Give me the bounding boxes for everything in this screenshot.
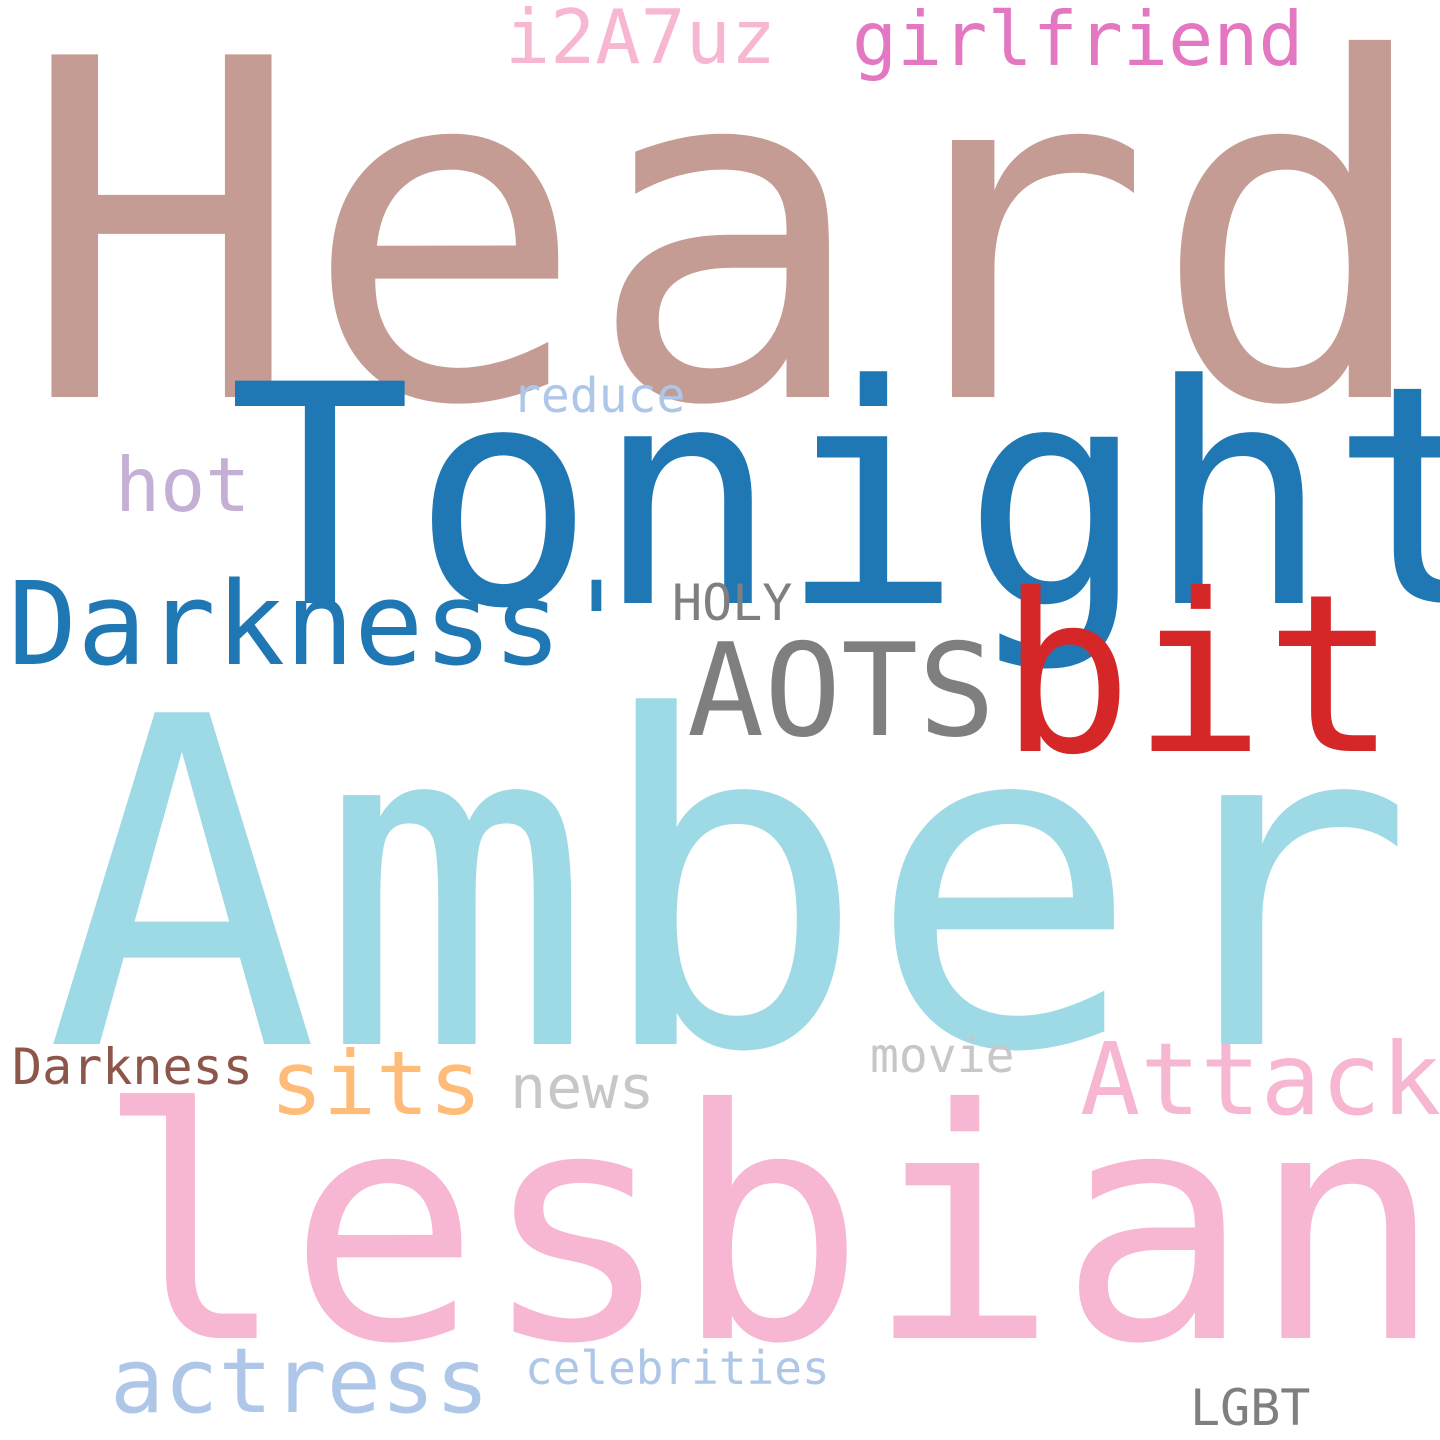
word-darkness: Darkness <box>12 1038 253 1096</box>
word-lesbian: lesbian <box>95 1042 1440 1414</box>
word-news: news <box>510 1053 655 1123</box>
word-movie: movie <box>870 1028 1015 1084</box>
word-darkness-quote: Darkness' <box>8 558 632 692</box>
word-hot: hot <box>115 441 251 529</box>
word-i2a7uz: i2A7uz <box>505 0 776 81</box>
word-sits: sits <box>270 1032 482 1135</box>
word-reduce: reduce <box>512 368 686 424</box>
word-attack: Attack <box>1080 1021 1440 1138</box>
word-tonight: Tonight <box>228 320 1440 675</box>
word-aots: AOTS <box>687 617 996 766</box>
word-holy: HOLY <box>672 574 793 632</box>
word-lgbt: LGBT <box>1190 1379 1311 1437</box>
word-heard: Heard <box>20 0 1435 508</box>
word-girlfriend: girlfriend <box>852 0 1304 83</box>
word-amber: Amber <box>45 623 1415 1152</box>
word-actress: actress <box>110 1329 490 1434</box>
word-celebrities: celebrities <box>525 1341 830 1395</box>
word-bit: bit <box>1000 547 1398 803</box>
